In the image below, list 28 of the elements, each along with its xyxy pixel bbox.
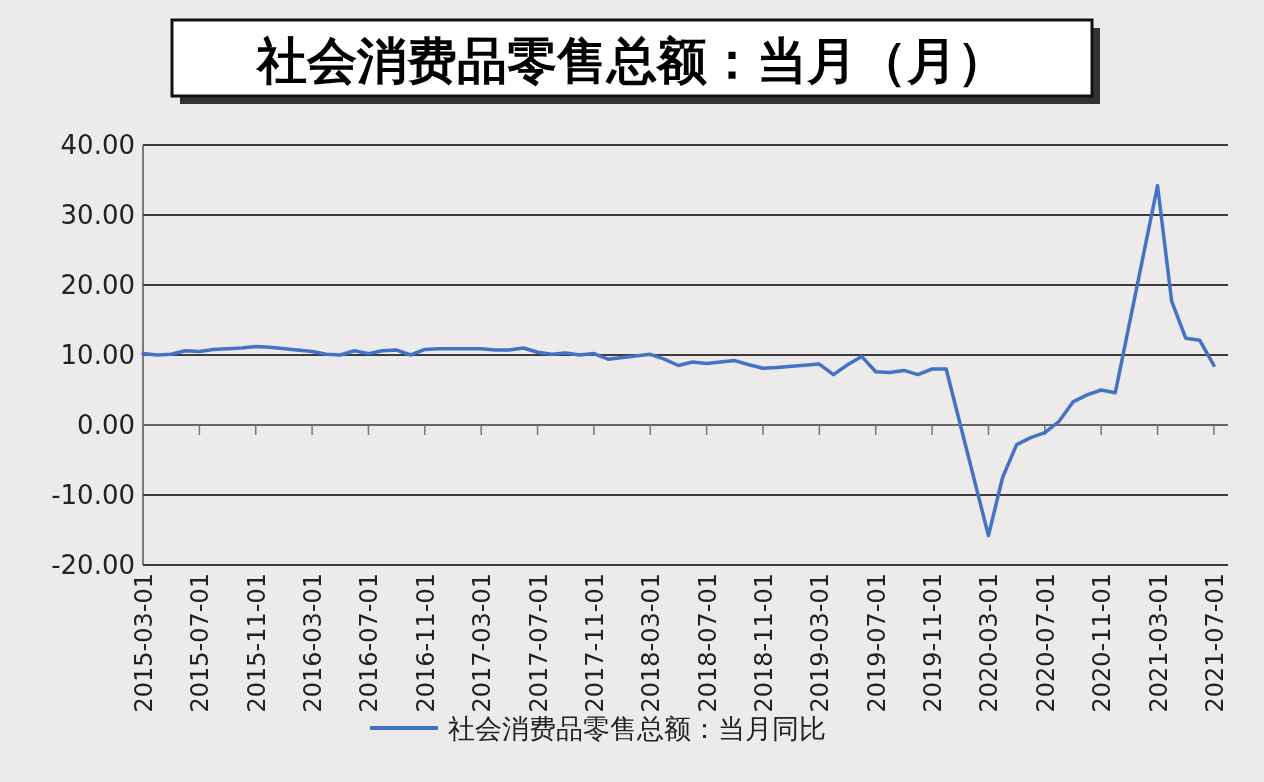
x-tick-label: 2020-03-01 (975, 573, 1004, 713)
legend-label: 社会消费品零售总额：当月同比 (448, 713, 826, 744)
x-tick-label: 2017-11-01 (580, 573, 609, 713)
x-tick-label: 2021-03-01 (1144, 573, 1173, 713)
chart-title: 社会消费品零售总额：当月（月） (255, 32, 1007, 90)
x-tick-label: 2016-07-01 (355, 573, 384, 713)
x-tick-label: 2020-07-01 (1031, 573, 1060, 713)
x-tick-label: 2016-11-01 (411, 573, 440, 713)
x-tick-label: 2018-11-01 (750, 573, 778, 713)
y-tick-label: 30.00 (60, 200, 135, 230)
y-tick-label: 10.00 (60, 340, 135, 370)
x-tick-label: 2017-03-01 (468, 573, 497, 713)
x-tick-label: 2016-03-01 (299, 573, 328, 713)
x-tick-label: 2019-11-01 (919, 573, 948, 713)
x-tick-label: 2021-07-01 (1200, 573, 1229, 713)
y-tick-label: 0.00 (77, 410, 135, 440)
x-tick-label: 2018-07-01 (693, 573, 722, 713)
x-tick-label: 2015-07-01 (186, 573, 215, 713)
y-tick-label: 40.00 (60, 130, 135, 160)
x-tick-label: 2015-11-01 (242, 573, 271, 713)
x-tick-label: 2020-11-01 (1088, 573, 1117, 713)
x-tick-label: 2019-07-01 (862, 573, 891, 713)
title: 社会消费品零售总额：当月（月） (170, 18, 1100, 104)
x-tick-label: 2019-03-01 (806, 573, 835, 713)
x-tick-label: 2018-03-01 (637, 573, 666, 713)
y-tick-label: -10.00 (51, 480, 135, 510)
x-tick-label: 2017-07-01 (524, 573, 553, 713)
y-tick-label: 20.00 (60, 270, 135, 300)
